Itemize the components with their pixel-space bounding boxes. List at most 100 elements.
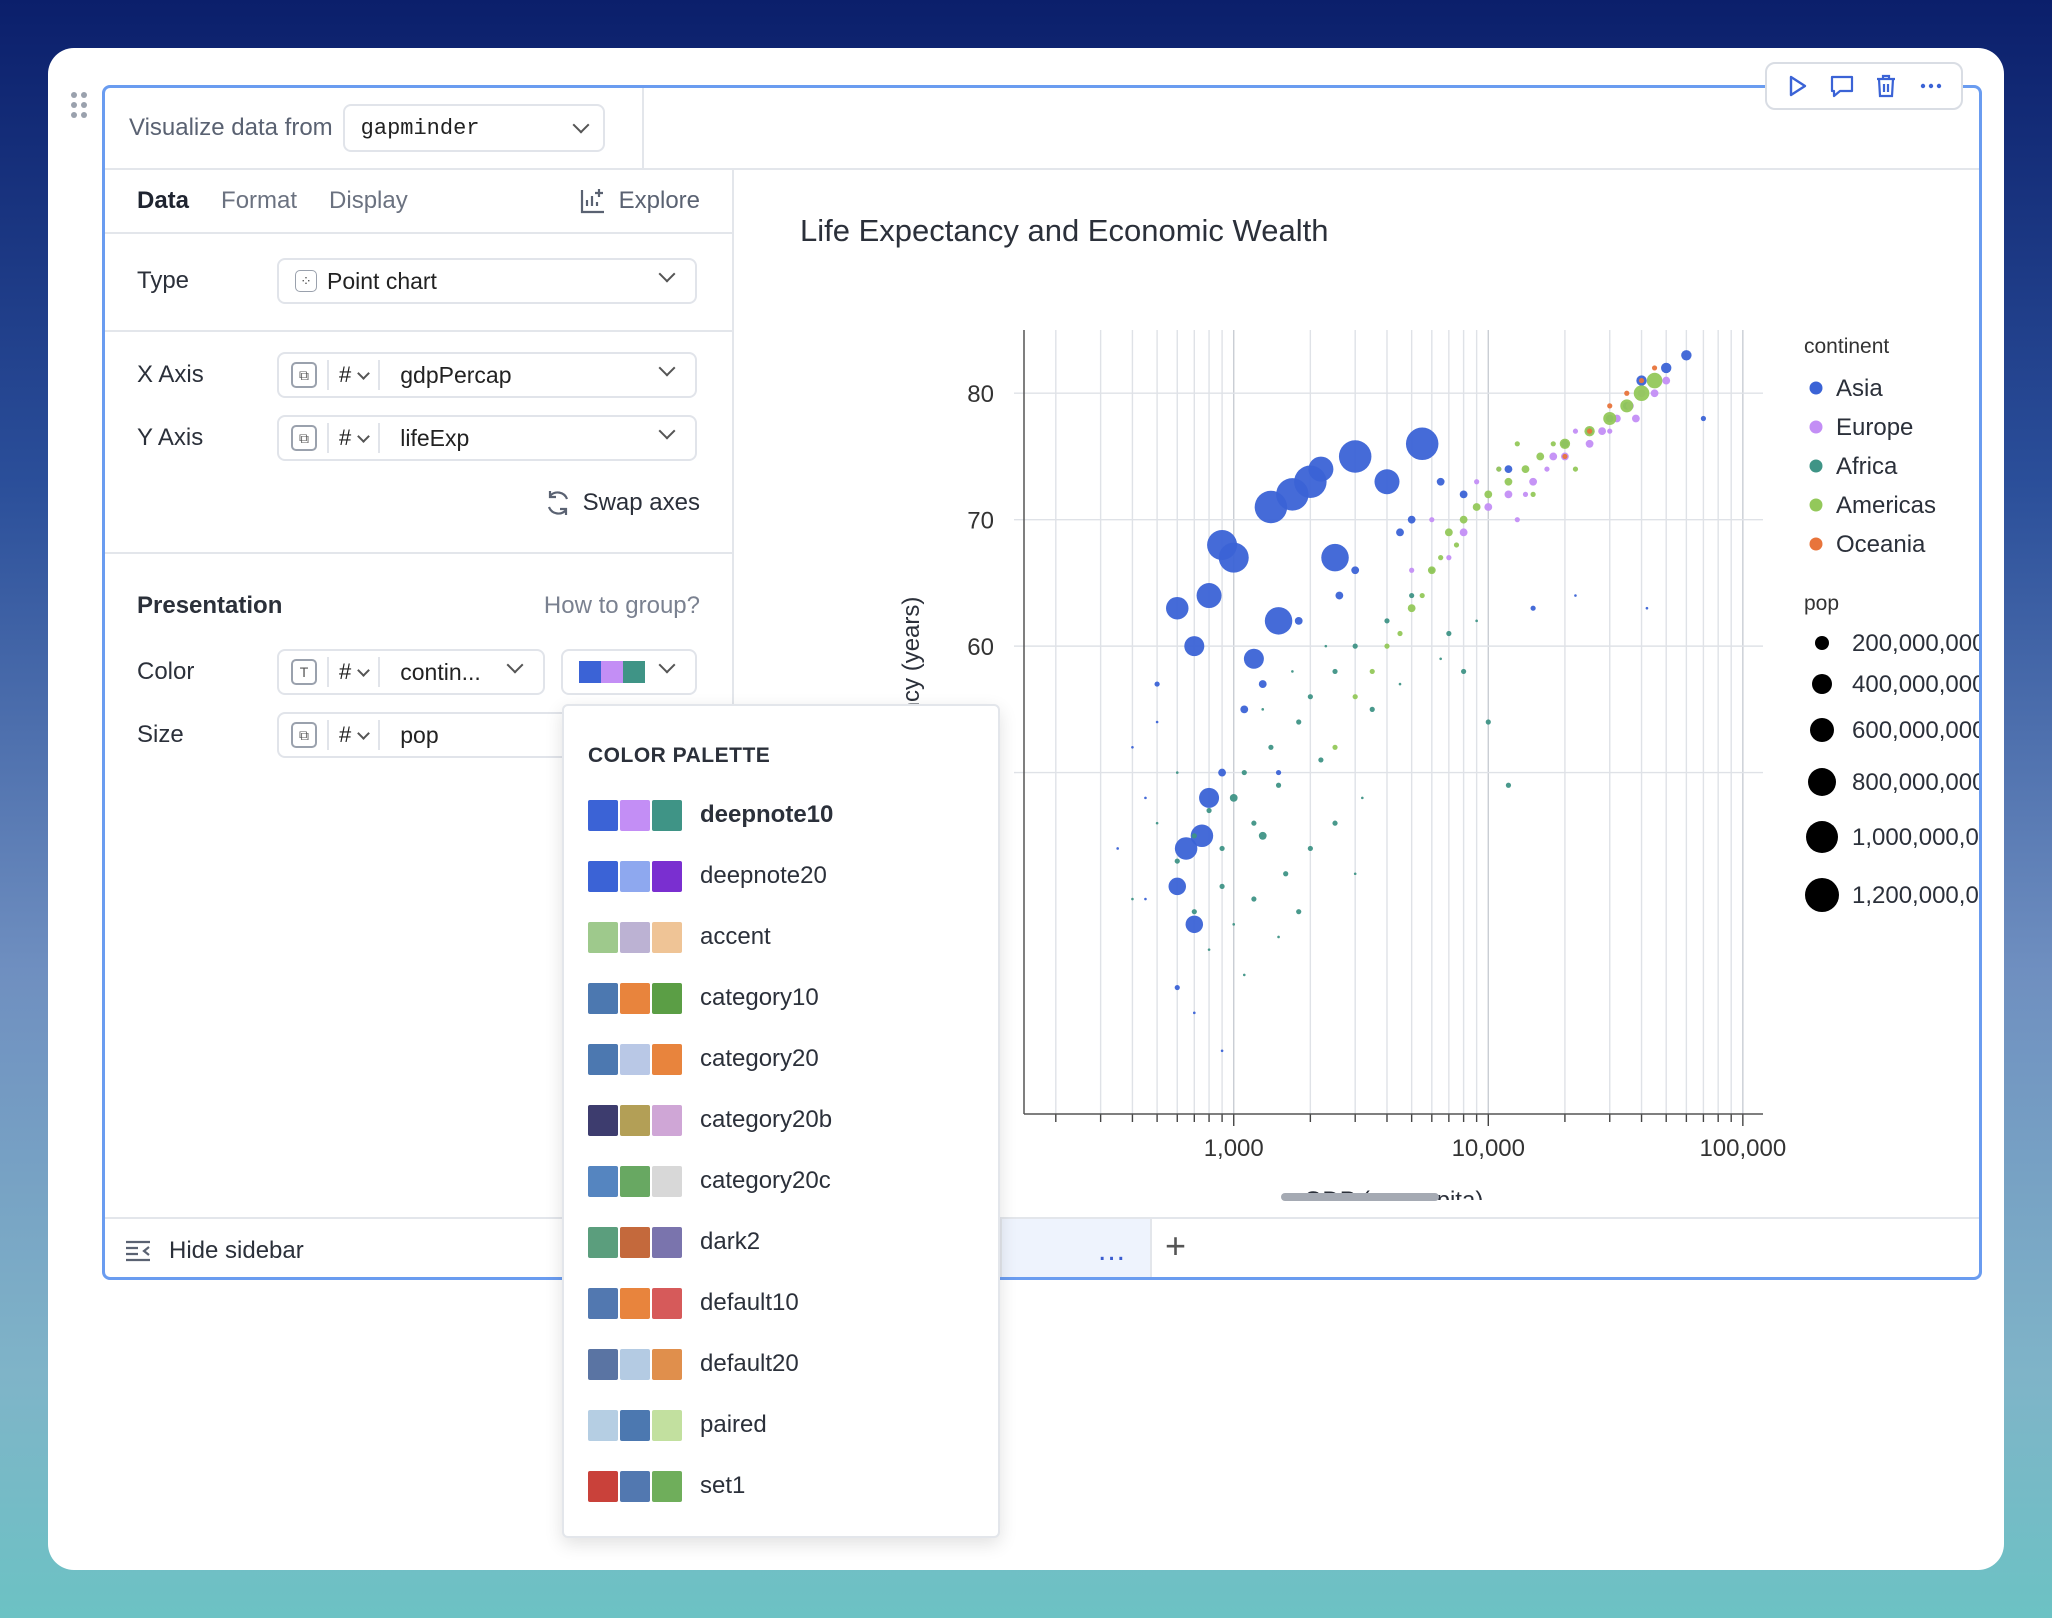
comment-icon[interactable]: [1828, 72, 1856, 100]
chart-block: Visualize data from gapminder Data Forma…: [102, 85, 1982, 1280]
more-tabs-button[interactable]: ...: [1000, 1219, 1152, 1277]
chevron-down-icon: [357, 663, 371, 677]
palette-swatches: [588, 1165, 684, 1197]
y-axis-select[interactable]: ⧉ # lifeExp: [277, 415, 697, 461]
size-legend-mark: [1808, 768, 1836, 796]
palette-swatch: [652, 1165, 682, 1197]
y-axis-type-toggle[interactable]: #: [327, 423, 381, 453]
horizontal-scrollbar[interactable]: [1281, 1193, 1439, 1201]
data-point-europe: [1484, 503, 1493, 511]
data-point-americas: [1514, 441, 1520, 447]
palette-option-dark2[interactable]: dark2: [588, 1225, 760, 1259]
x-axis-select[interactable]: ⧉ # gdpPercap: [277, 352, 697, 398]
data-point-africa: [1439, 657, 1442, 661]
dataframe-select[interactable]: gapminder: [342, 104, 605, 152]
palette-option-paired[interactable]: paired: [588, 1408, 767, 1442]
data-point-asia: [1681, 350, 1692, 361]
color-select[interactable]: T # contin...: [277, 649, 545, 695]
palette-option-deepnote10[interactable]: deepnote10: [588, 798, 833, 832]
data-point-africa: [1219, 883, 1225, 889]
palette-swatch: [588, 1348, 618, 1380]
palette-option-default20[interactable]: default20: [588, 1347, 799, 1381]
data-point-africa: [1296, 719, 1302, 725]
legend-swatch-asia: [1809, 381, 1823, 395]
data-point-europe: [1514, 517, 1520, 523]
data-point-americas: [1559, 438, 1571, 450]
palette-swatch: [620, 921, 650, 953]
palette-swatch: [588, 1409, 618, 1441]
trash-icon[interactable]: [1872, 72, 1900, 100]
data-point-asia: [1220, 1049, 1224, 1053]
palette-option-accent[interactable]: accent: [588, 920, 771, 954]
palette-swatch: [620, 1226, 650, 1258]
chevron-down-icon: [357, 726, 371, 740]
data-point-africa: [1283, 871, 1289, 877]
palette-swatch: [652, 860, 682, 892]
data-point-americas: [1332, 744, 1338, 750]
palette-swatch: [620, 1043, 650, 1075]
palette-option-category20[interactable]: category20: [588, 1042, 819, 1076]
data-point-asia: [1351, 566, 1360, 575]
data-point-asia: [1218, 542, 1249, 573]
data-point-asia: [1374, 469, 1400, 495]
hide-sidebar-button[interactable]: Hide sidebar: [123, 1237, 304, 1265]
more-icon[interactable]: [1917, 72, 1945, 100]
data-point-asia: [1174, 984, 1180, 991]
data-point-europe: [1585, 439, 1594, 448]
data-point-asia: [1116, 847, 1119, 850]
data-point-asia: [1264, 607, 1293, 635]
data-point-europe: [1529, 477, 1538, 486]
data-point-americas: [1472, 503, 1481, 511]
chart-type-select[interactable]: ⁘ Point chart: [277, 258, 697, 304]
add-tab-button[interactable]: +: [1165, 1225, 1187, 1266]
chevron-down-icon: [658, 422, 676, 440]
drag-handle-icon[interactable]: [71, 92, 87, 118]
legend-label-europe: Europe: [1836, 414, 1913, 441]
palette-swatch: [623, 661, 645, 683]
palette-swatches: [588, 860, 684, 892]
chevron-down-icon: [658, 265, 676, 283]
palette-option-set1[interactable]: set1: [588, 1469, 745, 1503]
size-type-toggle[interactable]: #: [327, 720, 381, 750]
data-point-asia: [1185, 915, 1204, 934]
size-select[interactable]: ⧉ # pop: [277, 712, 697, 758]
data-point-africa: [1332, 668, 1338, 675]
y-axis-row: Y Axis ⧉ # lifeExp: [137, 415, 700, 461]
x-axis-type-toggle[interactable]: #: [327, 360, 381, 390]
x-axis-value: gdpPercap: [400, 361, 512, 388]
tab-data[interactable]: Data: [137, 187, 190, 214]
data-point-asia: [1154, 681, 1160, 687]
data-point-asia: [1166, 596, 1189, 620]
swap-axes-button[interactable]: Swap axes: [543, 488, 700, 518]
palette-option-category10[interactable]: category10: [588, 981, 819, 1015]
palette-option-category20b[interactable]: category20b: [588, 1103, 832, 1137]
block-header: Visualize data from gapminder: [105, 88, 1979, 170]
data-point-asia: [1240, 705, 1249, 714]
palette-swatch: [620, 1104, 650, 1136]
data-point-americas: [1572, 466, 1579, 472]
data-point-americas: [1603, 412, 1617, 426]
palette-swatch: [652, 1043, 682, 1075]
color-type-toggle[interactable]: #: [327, 657, 381, 687]
sidebar-tabs: Data Format Display Explore: [105, 170, 732, 234]
tab-display[interactable]: Display: [329, 187, 408, 214]
how-to-group-link[interactable]: How to group?: [543, 592, 700, 619]
data-point-africa: [1446, 630, 1452, 637]
palette-option-category20c[interactable]: category20c: [588, 1164, 831, 1198]
tab-format[interactable]: Format: [221, 187, 298, 214]
data-point-africa: [1251, 896, 1257, 902]
palette-option-label: deepnote10: [700, 801, 834, 828]
palette-swatch: [620, 860, 650, 892]
size-row: Size ⧉ # pop: [137, 712, 700, 758]
palette-option-deepnote20[interactable]: deepnote20: [588, 859, 827, 893]
play-icon[interactable]: [1783, 72, 1811, 100]
palette-swatch: [601, 661, 623, 683]
palette-option-default10[interactable]: default10: [588, 1286, 799, 1320]
legend-label-asia: Asia: [1836, 375, 1883, 402]
text-column-icon: T: [291, 659, 317, 685]
explore-button[interactable]: Explore: [577, 186, 700, 216]
data-point-europe: [1474, 479, 1480, 485]
data-point-asia: [1700, 415, 1707, 422]
palette-button[interactable]: [561, 649, 697, 695]
data-point-asia: [1174, 837, 1198, 860]
